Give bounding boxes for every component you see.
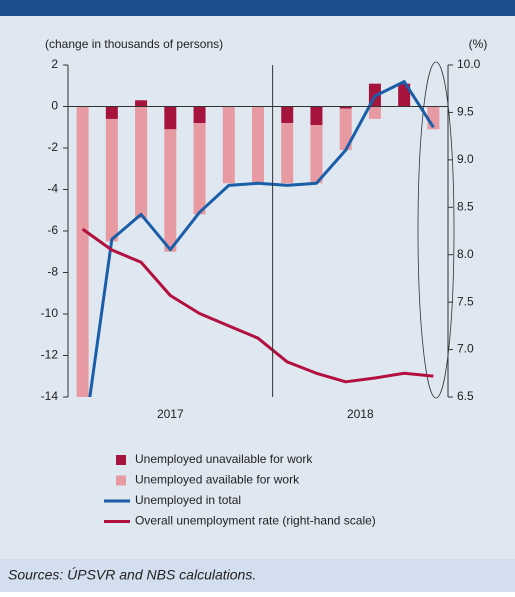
line-series xyxy=(88,80,435,397)
legend-swatch xyxy=(116,475,126,486)
y-tick-label: -4 xyxy=(47,182,58,196)
x-group-label: 2017 xyxy=(157,407,184,421)
bar xyxy=(310,125,323,184)
y-tick-label: -10 xyxy=(41,306,59,320)
bar xyxy=(252,106,264,184)
bar xyxy=(368,106,381,119)
y-tick-label: -12 xyxy=(41,348,59,362)
source-note: Sources: ÚPSVR and NBS calculations. xyxy=(8,567,256,583)
y-tick-label: 2 xyxy=(51,57,58,71)
bar xyxy=(310,106,323,126)
bar xyxy=(281,123,294,184)
bar xyxy=(281,106,294,124)
y2-tick-label: 6.5 xyxy=(457,389,474,403)
legend-label: Overall unemployment rate (right-hand sc… xyxy=(135,514,376,528)
legend-label: Unemployed unavailable for work xyxy=(135,452,313,466)
legend-swatch xyxy=(116,455,126,465)
bar xyxy=(193,123,206,215)
y-tick-label: -6 xyxy=(47,223,58,237)
y-tick-label: 0 xyxy=(51,99,58,113)
legend-label: Unemployed available for work xyxy=(135,473,300,487)
header-band xyxy=(0,0,515,16)
bar xyxy=(135,100,148,107)
x-group-label: 2018 xyxy=(347,407,374,421)
y-tick-label: -8 xyxy=(47,265,58,279)
right-axis-label: (%) xyxy=(469,37,488,51)
bar xyxy=(105,118,118,242)
bar xyxy=(135,106,148,219)
plot-area xyxy=(76,80,440,397)
bar xyxy=(105,106,118,119)
y2-tick-label: 9.0 xyxy=(457,152,474,166)
bar xyxy=(193,106,206,124)
highlight-oval xyxy=(417,61,455,399)
y2-tick-label: 7.5 xyxy=(457,294,474,308)
bar xyxy=(164,106,177,130)
bar xyxy=(164,129,177,252)
y2-tick-label: 7.0 xyxy=(457,342,474,356)
y2-tick-label: 8.5 xyxy=(457,199,474,213)
bar xyxy=(76,106,89,397)
footer-band xyxy=(0,559,515,592)
legend-label: Unemployed in total xyxy=(135,493,241,507)
y2-tick-label: 9.5 xyxy=(457,105,474,119)
y-tick-label: -14 xyxy=(41,389,59,403)
left-axis-label: (change in thousands of persons) xyxy=(45,37,223,51)
bar xyxy=(339,106,352,109)
y2-tick-label: 10.0 xyxy=(457,57,481,71)
line-series xyxy=(81,227,434,384)
bar xyxy=(222,106,235,184)
y2-tick-label: 8.0 xyxy=(457,247,474,261)
bar xyxy=(339,108,352,151)
bar xyxy=(398,83,411,107)
y-tick-label: -2 xyxy=(47,140,58,154)
